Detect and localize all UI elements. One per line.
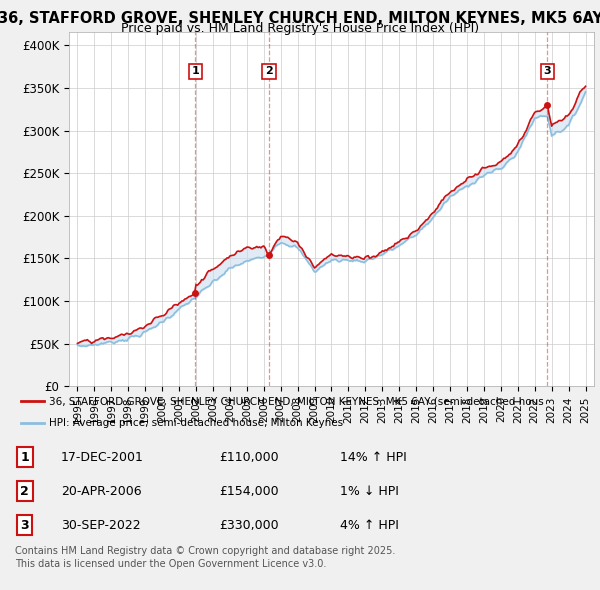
Text: £154,000: £154,000: [220, 485, 279, 498]
Text: 30-SEP-2022: 30-SEP-2022: [61, 519, 140, 532]
Text: 20-APR-2006: 20-APR-2006: [61, 485, 142, 498]
Text: 1% ↓ HPI: 1% ↓ HPI: [340, 485, 399, 498]
Text: 2: 2: [265, 67, 273, 76]
Text: Price paid vs. HM Land Registry's House Price Index (HPI): Price paid vs. HM Land Registry's House …: [121, 22, 479, 35]
Text: 1: 1: [191, 67, 199, 76]
Text: 1: 1: [20, 451, 29, 464]
Text: 3: 3: [20, 519, 29, 532]
Text: 36, STAFFORD GROVE, SHENLEY CHURCH END, MILTON KEYNES, MK5 6AY (semi-detached ho: 36, STAFFORD GROVE, SHENLEY CHURCH END, …: [49, 396, 544, 407]
Text: 2: 2: [20, 485, 29, 498]
Text: 36, STAFFORD GROVE, SHENLEY CHURCH END, MILTON KEYNES, MK5 6AY: 36, STAFFORD GROVE, SHENLEY CHURCH END, …: [0, 11, 600, 25]
Text: £330,000: £330,000: [220, 519, 279, 532]
Text: HPI: Average price, semi-detached house, Milton Keynes: HPI: Average price, semi-detached house,…: [49, 418, 344, 428]
Text: 4% ↑ HPI: 4% ↑ HPI: [340, 519, 399, 532]
Text: 3: 3: [544, 67, 551, 76]
Text: 17-DEC-2001: 17-DEC-2001: [61, 451, 144, 464]
Text: Contains HM Land Registry data © Crown copyright and database right 2025.
This d: Contains HM Land Registry data © Crown c…: [15, 546, 395, 569]
Text: 14% ↑ HPI: 14% ↑ HPI: [340, 451, 407, 464]
Text: £110,000: £110,000: [220, 451, 279, 464]
